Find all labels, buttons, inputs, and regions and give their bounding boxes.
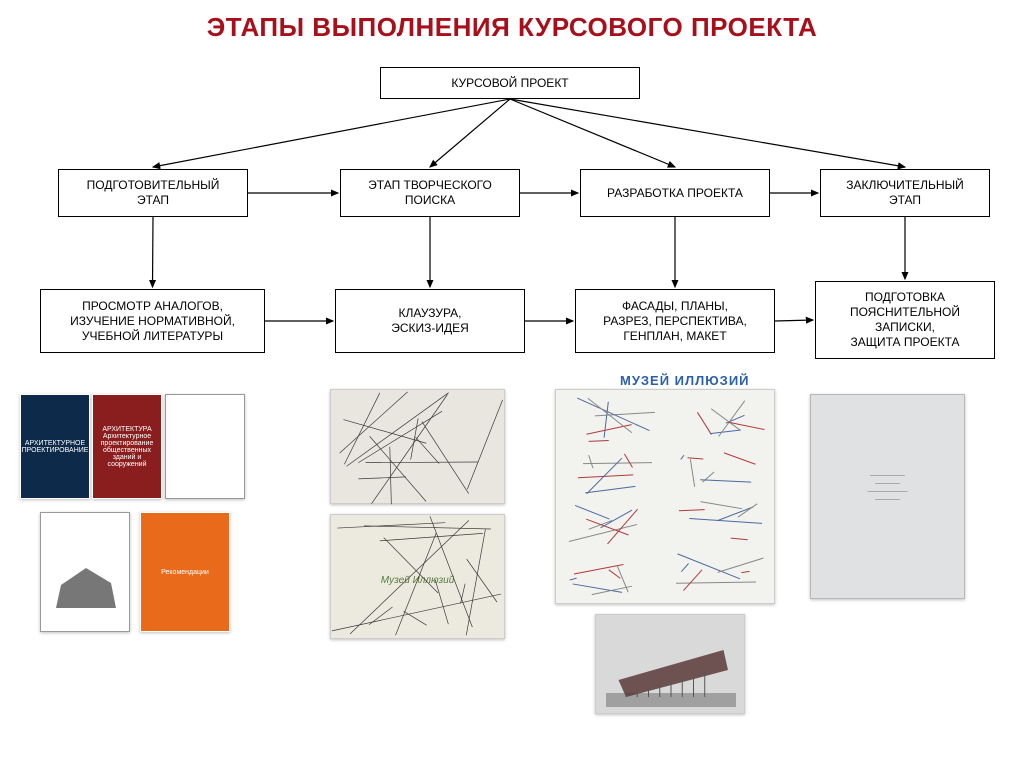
flowchart-node-s1: ПОДГОТОВИТЕЛЬНЫЙ ЭТАП bbox=[58, 169, 248, 217]
thumbnail-book4 bbox=[40, 512, 130, 632]
page-title: ЭТАПЫ ВЫПОЛНЕНИЯ КУРСОВОГО ПРОЕКТА bbox=[0, 12, 1024, 43]
diagram-canvas: КУРСОВОЙ ПРОЕКТ ПОДГОТОВИТЕЛЬНЫЙ ЭТАП ЭТАП… bbox=[0, 49, 1024, 767]
thumbnail-caption bbox=[166, 395, 244, 498]
thumbnail-caption: Рекомендации bbox=[141, 513, 229, 631]
thumbnail-book5: Рекомендации bbox=[140, 512, 230, 632]
flowchart-node-s3: РАЗРАБОТКА ПРОЕКТА bbox=[580, 169, 770, 217]
thumbnail-caption: АРХИТЕКТУРА Архитектурное проектирование… bbox=[93, 395, 161, 498]
thumbnail-board1 bbox=[555, 389, 775, 604]
museum-caption: МУЗЕЙ ИЛЛЮЗИЙ bbox=[620, 373, 750, 388]
flowchart-node-s4: ЗАКЛЮЧИТЕЛЬНЫЙ ЭТАП bbox=[820, 169, 990, 217]
thumbnail-sketch2: Музей Иллюзий bbox=[330, 514, 505, 639]
flowchart-node-d4: ПОДГОТОВКА ПОЯСНИТЕЛЬНОЙ ЗАПИСКИ, ЗАЩИТА… bbox=[815, 281, 995, 359]
flowchart-node-root: КУРСОВОЙ ПРОЕКТ bbox=[380, 67, 640, 99]
thumbnail-book3 bbox=[165, 394, 245, 499]
thumbnail-sketch1 bbox=[330, 389, 505, 504]
thumbnail-book1: АРХИТЕКТУРНОЕ ПРОЕКТИРОВАНИЕ bbox=[20, 394, 90, 499]
flowchart-node-d3: ФАСАДЫ, ПЛАНЫ, РАЗРЕЗ, ПЕРСПЕКТИВА, ГЕНП… bbox=[575, 289, 775, 353]
thumbnail-book2: АРХИТЕКТУРА Архитектурное проектирование… bbox=[92, 394, 162, 499]
flowchart-node-d1: ПРОСМОТР АНАЛОГОВ, ИЗУЧЕНИЕ НОРМАТИВНОЙ,… bbox=[40, 289, 265, 353]
flowchart-node-d2: КЛАУЗУРА, ЭСКИЗ-ИДЕЯ bbox=[335, 289, 525, 353]
thumbnail-caption: АРХИТЕКТУРНОЕ ПРОЕКТИРОВАНИЕ bbox=[21, 395, 89, 498]
flowchart-node-s2: ЭТАП ТВОРЧЕСКОГО ПОИСКА bbox=[340, 169, 520, 217]
thumbnail-model bbox=[595, 614, 745, 714]
thumbnail-note: ——————— ————— ———————— ————— bbox=[810, 394, 965, 599]
